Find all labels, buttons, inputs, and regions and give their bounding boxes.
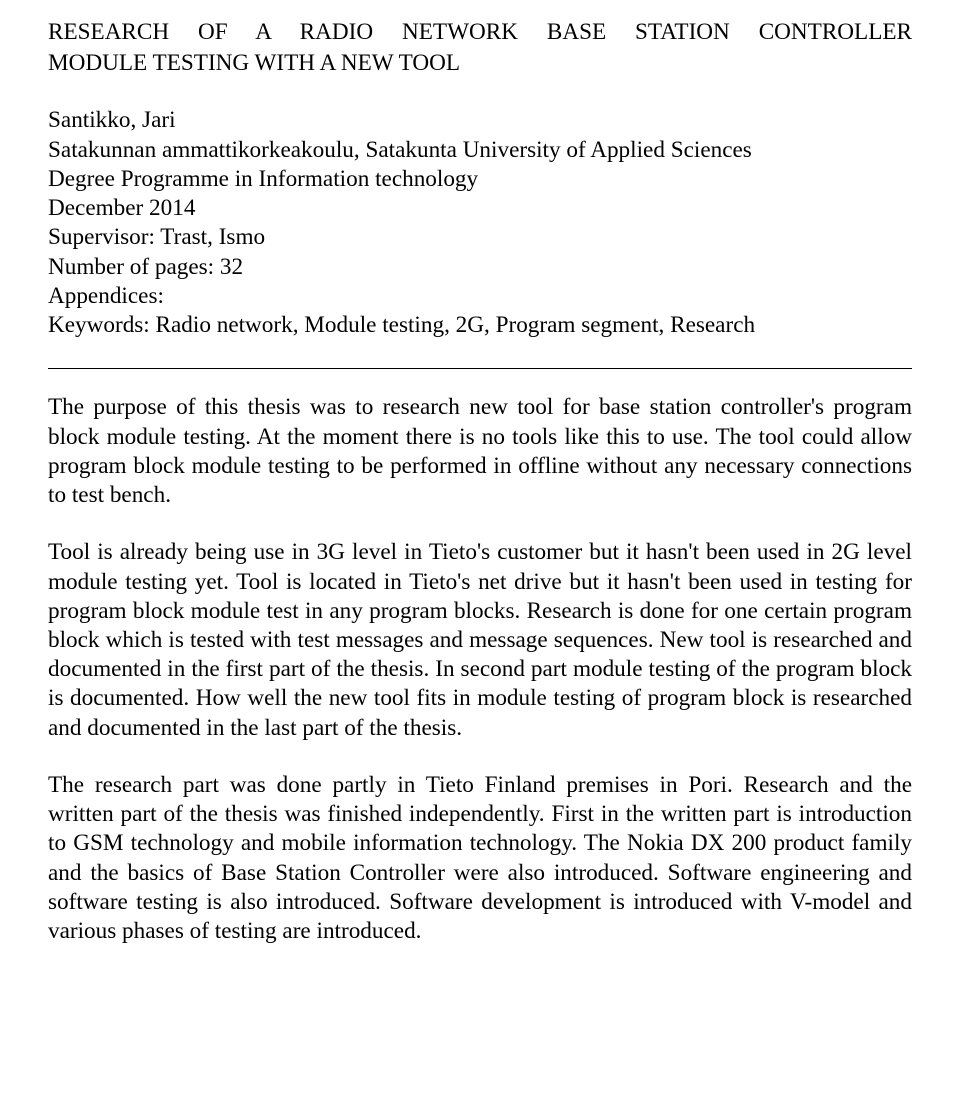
keywords: Keywords: Radio network, Module testing,…	[48, 311, 912, 340]
divider	[48, 368, 912, 369]
document-page: RESEARCH OF A RADIO NETWORK BASE STATION…	[0, 0, 960, 986]
date: December 2014	[48, 194, 912, 223]
page-count: Number of pages: 32	[48, 253, 912, 282]
metadata-block: Santikko, Jari Satakunnan ammattikorkeak…	[48, 106, 912, 340]
institution: Satakunnan ammattikorkeakoulu, Satakunta…	[48, 136, 912, 165]
abstract-paragraph-2: Tool is already being use in 3G level in…	[48, 538, 912, 743]
degree-programme: Degree Programme in Information technolo…	[48, 165, 912, 194]
abstract-paragraph-1: The purpose of this thesis was to resear…	[48, 393, 912, 510]
author: Santikko, Jari	[48, 106, 912, 135]
title-line-1: RESEARCH OF A RADIO NETWORK BASE STATION…	[48, 18, 912, 47]
supervisor: Supervisor: Trast, Ismo	[48, 223, 912, 252]
title-line-2: MODULE TESTING WITH A NEW TOOL	[48, 49, 912, 78]
appendices: Appendices:	[48, 282, 912, 311]
abstract-paragraph-3: The research part was done partly in Tie…	[48, 771, 912, 946]
